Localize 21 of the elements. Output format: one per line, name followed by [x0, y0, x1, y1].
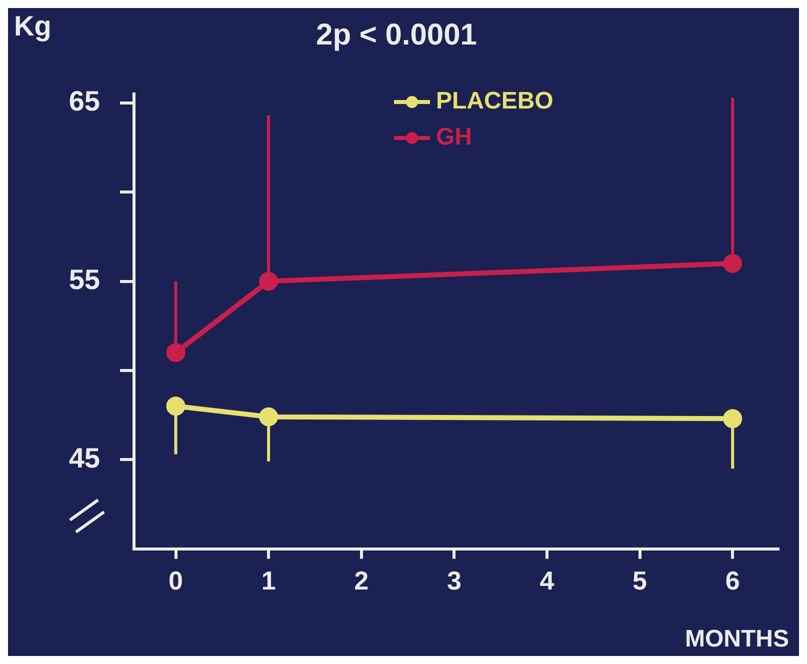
- x-tick-label: 0: [168, 566, 183, 596]
- point: [723, 409, 742, 428]
- y-axis-title: Kg: [14, 10, 52, 42]
- point: [259, 407, 278, 426]
- legend-label: GH: [436, 124, 472, 151]
- x-axis-title: MONTHS: [685, 626, 789, 653]
- x-tick-label: 1: [261, 566, 276, 596]
- legend-label: PLACEBO: [436, 88, 554, 115]
- y-tick-label: 65: [68, 86, 100, 117]
- x-tick-label: 4: [540, 566, 555, 596]
- x-tick-label: 6: [725, 566, 740, 596]
- x-tick-label: 3: [446, 566, 462, 596]
- point: [166, 396, 186, 416]
- y-tick-label: 45: [68, 442, 100, 474]
- point: [723, 254, 742, 273]
- chart-title: 2p < 0.0001: [316, 18, 477, 52]
- x-tick-label: 2: [354, 566, 369, 596]
- y-tick-label: 55: [68, 264, 100, 295]
- point: [166, 343, 186, 362]
- point: [259, 272, 278, 291]
- x-tick-label: 5: [632, 566, 648, 596]
